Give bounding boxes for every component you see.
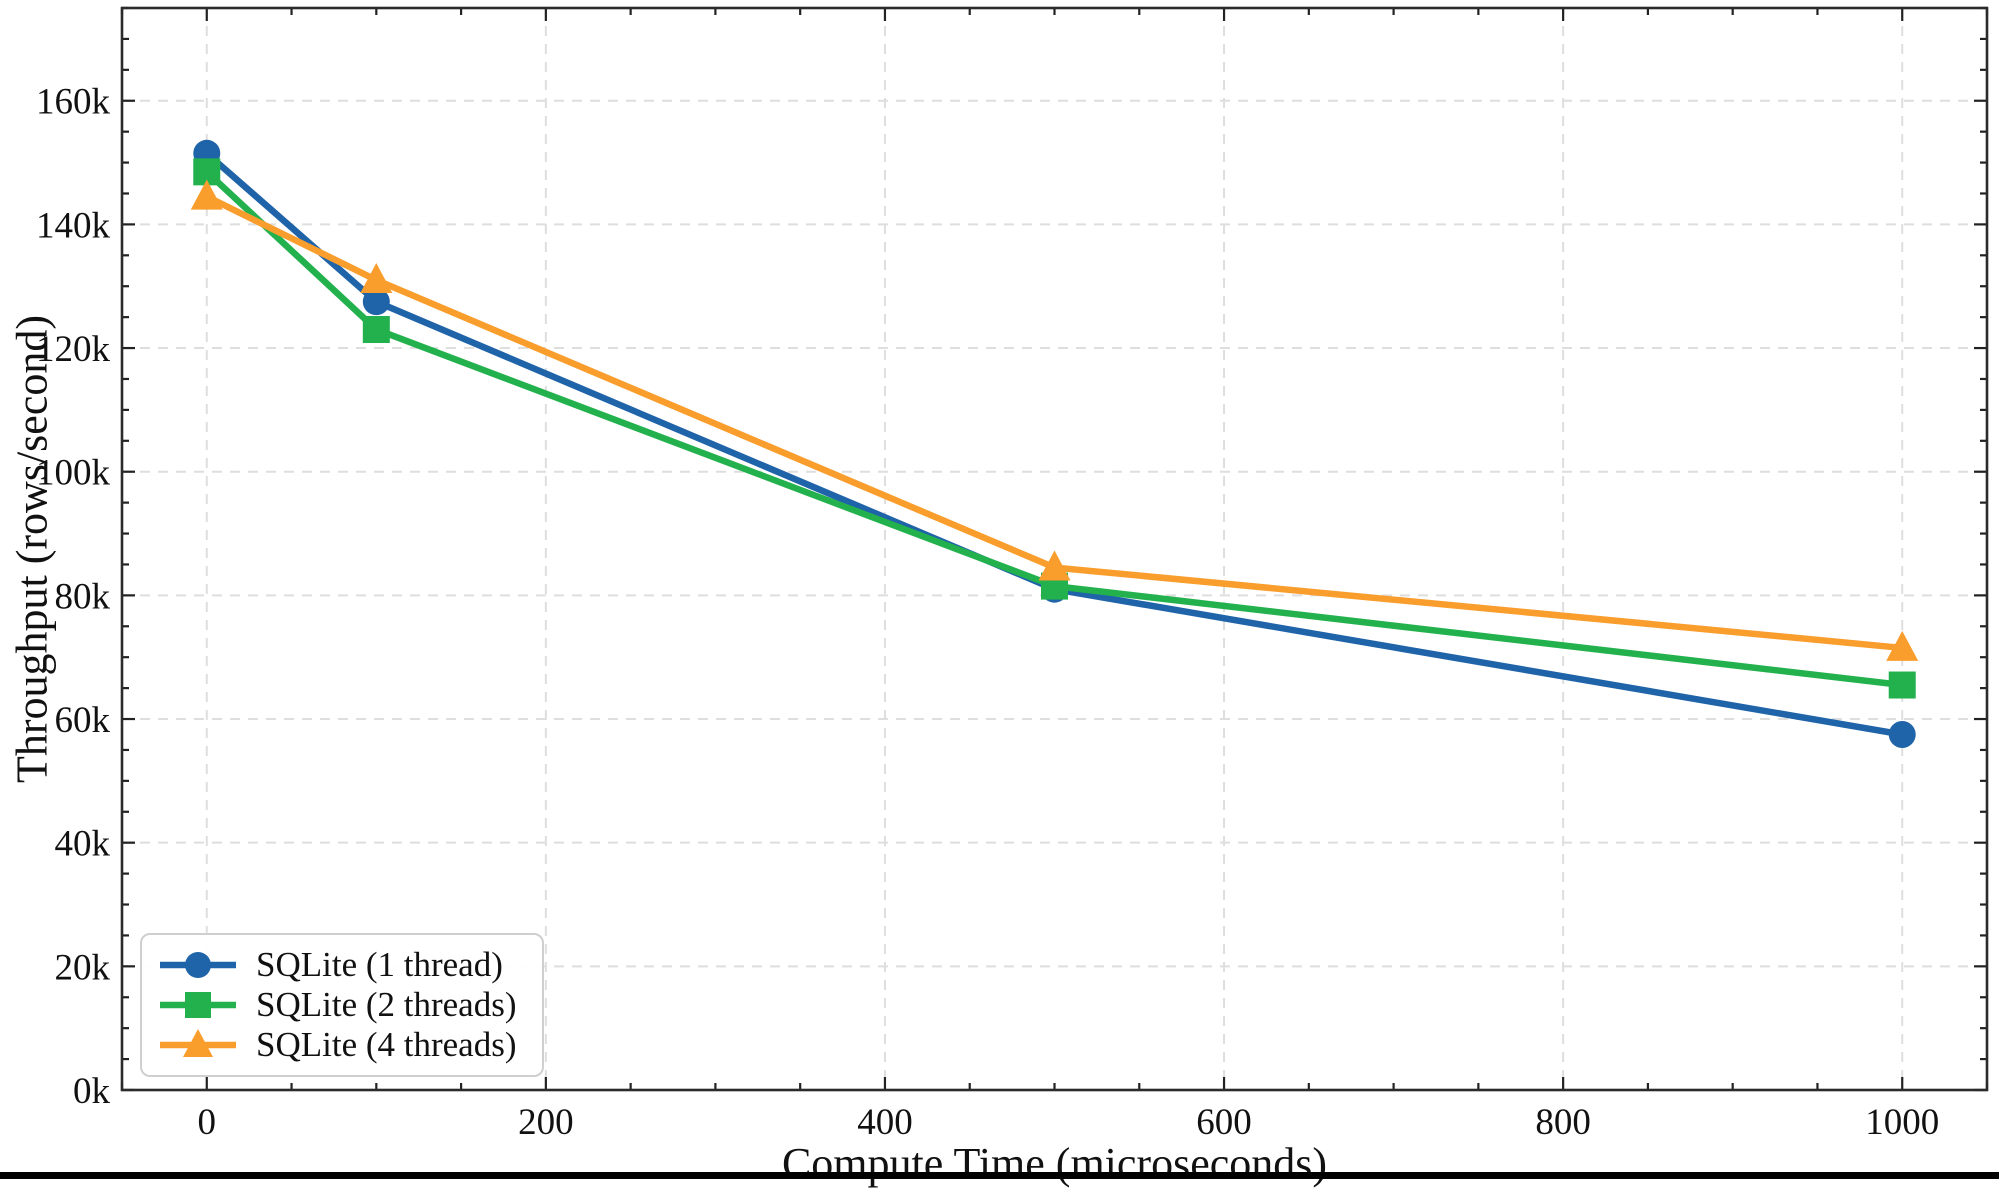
circle-marker-icon — [185, 952, 211, 978]
legend-item: SQLite (4 threads) — [158, 1025, 516, 1065]
y-tick-label: 140k — [36, 205, 111, 246]
legend-swatch — [160, 952, 236, 978]
x-tick-label: 600 — [1196, 1102, 1252, 1143]
data-point-marker — [190, 179, 223, 210]
window-bottom-border — [0, 1172, 1999, 1179]
y-tick-label: 20k — [55, 947, 111, 988]
data-point-marker — [362, 316, 390, 344]
series-sqlite-4-threads — [190, 179, 1919, 661]
plot-border — [120, 6, 1989, 1092]
data-point-marker — [362, 288, 390, 316]
x-tick-label: 400 — [857, 1102, 913, 1143]
y-tick-label: 60k — [55, 700, 111, 741]
legend-swatch — [160, 992, 236, 1018]
y-tick-label: 120k — [36, 329, 111, 370]
axis-ticks — [120, 6, 1989, 1092]
y-tick-label: 40k — [55, 824, 111, 865]
tick-labels: 0 200 400 600 800 1000 0k 20k 40k 60k 80k 100k 120k 1… — [36, 82, 1939, 1143]
data-point-marker — [1888, 671, 1916, 699]
x-axis-title: Compute Time (microseconds) — [781, 1139, 1328, 1188]
legend: SQLite (1 thread) SQLite (2 threads) SQLit… — [140, 933, 545, 1077]
y-axis-title: Throughput (rows/second) — [7, 314, 57, 784]
data-point-marker — [1888, 720, 1916, 748]
gridlines — [122, 8, 1987, 1091]
y-tick-label: 0k — [73, 1071, 111, 1112]
legend-swatch — [160, 1029, 236, 1057]
series-sqlite-2-threads — [193, 158, 1916, 699]
x-tick-label: 1000 — [1865, 1102, 1939, 1143]
legend-item: SQLite (1 thread) — [158, 945, 516, 985]
data-point-marker — [1886, 630, 1919, 661]
data-point-marker — [1038, 550, 1071, 581]
legend-label: SQLite (1 thread) — [256, 945, 503, 984]
square-marker-icon — [185, 992, 211, 1018]
y-tick-label: 80k — [55, 576, 111, 617]
legend-item: SQLite (2 threads) — [158, 985, 516, 1025]
legend-label: SQLite (2 threads) — [256, 985, 517, 1024]
triangle-marker-icon — [183, 1029, 213, 1057]
y-tick-label: 160k — [36, 82, 111, 123]
y-tick-label: 100k — [36, 453, 111, 494]
x-tick-label: 200 — [518, 1102, 574, 1143]
series-line — [204, 150, 1903, 738]
x-tick-label: 800 — [1535, 1102, 1591, 1143]
series-line — [204, 169, 1903, 689]
x-tick-label: 0 — [198, 1102, 217, 1143]
data-point-marker — [360, 263, 393, 294]
series-line — [205, 193, 1903, 652]
legend-label: SQLite (4 threads) — [256, 1025, 517, 1064]
